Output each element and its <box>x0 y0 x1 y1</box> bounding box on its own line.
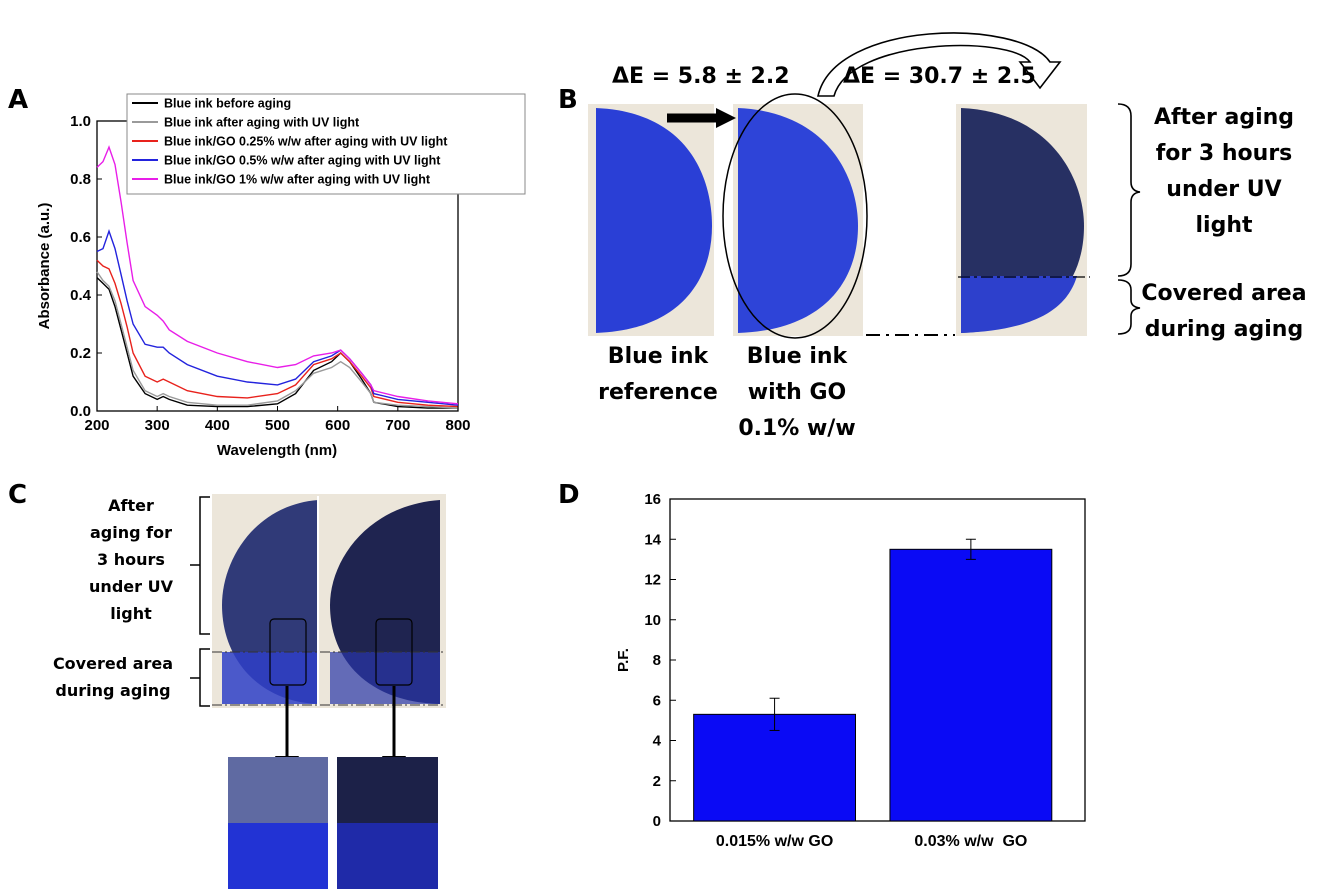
label-after-2: for 3 hours <box>1156 141 1293 166</box>
delta-e-2: ΔE = 30.7 ± 2.5 <box>843 64 1036 89</box>
label-after-4: light <box>1195 213 1252 238</box>
bar <box>889 548 1053 822</box>
label-after-3: under UV <box>1166 177 1281 202</box>
panel-b-photos <box>588 32 1090 339</box>
highlight-ellipse <box>722 93 868 339</box>
bar <box>693 713 857 822</box>
y-axis-label: Absorbance (a.u.) <box>36 203 53 330</box>
series-line-4 <box>96 145 459 405</box>
legend-entry: Blue ink after aging with UV light <box>164 116 360 130</box>
delta-e-1: ΔE = 5.8 ± 2.2 <box>612 64 790 89</box>
c-covered-1: Covered area <box>53 654 173 673</box>
y-tick-label: 0.0 <box>70 403 91 420</box>
d-y-axis-label: P.F. <box>615 648 632 672</box>
label-go-2: with GO <box>748 380 846 405</box>
label-go-3: 0.1% w/w <box>738 416 855 441</box>
legend-box <box>126 93 526 195</box>
label-after-1: After aging <box>1154 105 1294 130</box>
c-after-2: aging for <box>90 523 172 542</box>
x-axis-label: Wavelength (nm) <box>217 442 337 459</box>
x-tick-label: 500 <box>265 417 290 434</box>
zoom-right-bottom <box>337 823 438 889</box>
label-reference-1: Blue ink <box>608 344 710 369</box>
label-reference-2: reference <box>598 380 718 405</box>
d-y-tick-label: 10 <box>644 612 661 629</box>
series-line-0 <box>96 277 458 409</box>
brace-covered <box>1117 279 1141 335</box>
y-tick-label: 0.4 <box>70 287 92 304</box>
zoom-left-bottom <box>228 823 328 889</box>
curved-arrow <box>816 32 1062 97</box>
panel-c-brace-after <box>199 496 210 635</box>
d-y-tick-label: 8 <box>653 652 661 669</box>
zoom-box-right <box>375 618 413 686</box>
x-tick-label: 300 <box>145 417 170 434</box>
y-tick-label: 0.8 <box>70 171 91 188</box>
label-go-1: Blue ink <box>747 344 849 369</box>
y-tick-label: 0.6 <box>70 229 91 246</box>
panel-c-right-covered <box>330 652 440 704</box>
label-covered-2: during aging <box>1145 317 1303 342</box>
label-covered-1: Covered area <box>1141 281 1306 306</box>
photo-go-ink <box>738 108 858 333</box>
x-tick-label: 700 <box>385 417 410 434</box>
x-tick-label: 200 <box>84 417 109 434</box>
zoom-left-top <box>228 757 328 823</box>
photo-reference-ink <box>596 108 712 333</box>
legend-entry: Blue ink before aging <box>164 97 291 111</box>
legend-entry: Blue ink/GO 0.25% w/w after aging with U… <box>164 135 448 149</box>
x-tick-label: 800 <box>445 417 470 434</box>
c-after-3: 3 hours <box>97 550 165 569</box>
panel-label-a: A <box>8 85 28 115</box>
d-x-tick-label: 0.03% w/w GO <box>914 833 1027 850</box>
d-y-tick-label: 4 <box>653 733 662 750</box>
panel-c-photo <box>212 494 446 889</box>
brace-after <box>1117 103 1141 277</box>
panel-c-brace-covered <box>199 648 210 707</box>
d-y-tick-label: 14 <box>644 531 661 548</box>
d-y-tick-label: 12 <box>644 572 661 589</box>
d-x-tick-label: 0.015% w/w GO <box>716 833 833 850</box>
panel-label-d: D <box>558 480 580 510</box>
absorbance-chart: 200 300 400 500 600 700 800 0.0 0.2 0.4 0.6 0.8 1.0… <box>36 93 526 459</box>
d-y-tick-label: 6 <box>653 692 661 709</box>
y-tick-label: 1.0 <box>70 113 91 130</box>
d-y-tick-label: 2 <box>653 773 661 790</box>
series-line-2 <box>96 259 459 408</box>
legend-entry: Blue ink/GO 1% w/w after aging with UV l… <box>164 173 431 187</box>
panel-label-b: B <box>558 85 578 115</box>
black-arrow-head <box>716 108 736 128</box>
c-covered-2: during aging <box>55 681 170 700</box>
legend-entry: Blue ink/GO 0.5% w/w after aging with UV… <box>164 154 441 168</box>
zoom-right-top <box>337 757 438 823</box>
x-tick-label: 400 <box>205 417 230 434</box>
c-after-4: under UV <box>89 577 174 596</box>
legend: Blue ink before aging Blue ink after agin… <box>126 93 526 195</box>
y-tick-label: 0.2 <box>70 345 91 362</box>
c-after-5: light <box>110 604 152 623</box>
d-y-tick-label: 0 <box>653 813 661 830</box>
d-y-tick-label: 16 <box>644 491 661 508</box>
c-after-1: After <box>108 496 154 515</box>
photo-aged-covered <box>961 276 1077 333</box>
zoom-box-left <box>269 618 307 686</box>
x-tick-label: 600 <box>325 417 350 434</box>
panel-label-c: C <box>8 480 27 510</box>
series-line-1 <box>96 271 459 409</box>
